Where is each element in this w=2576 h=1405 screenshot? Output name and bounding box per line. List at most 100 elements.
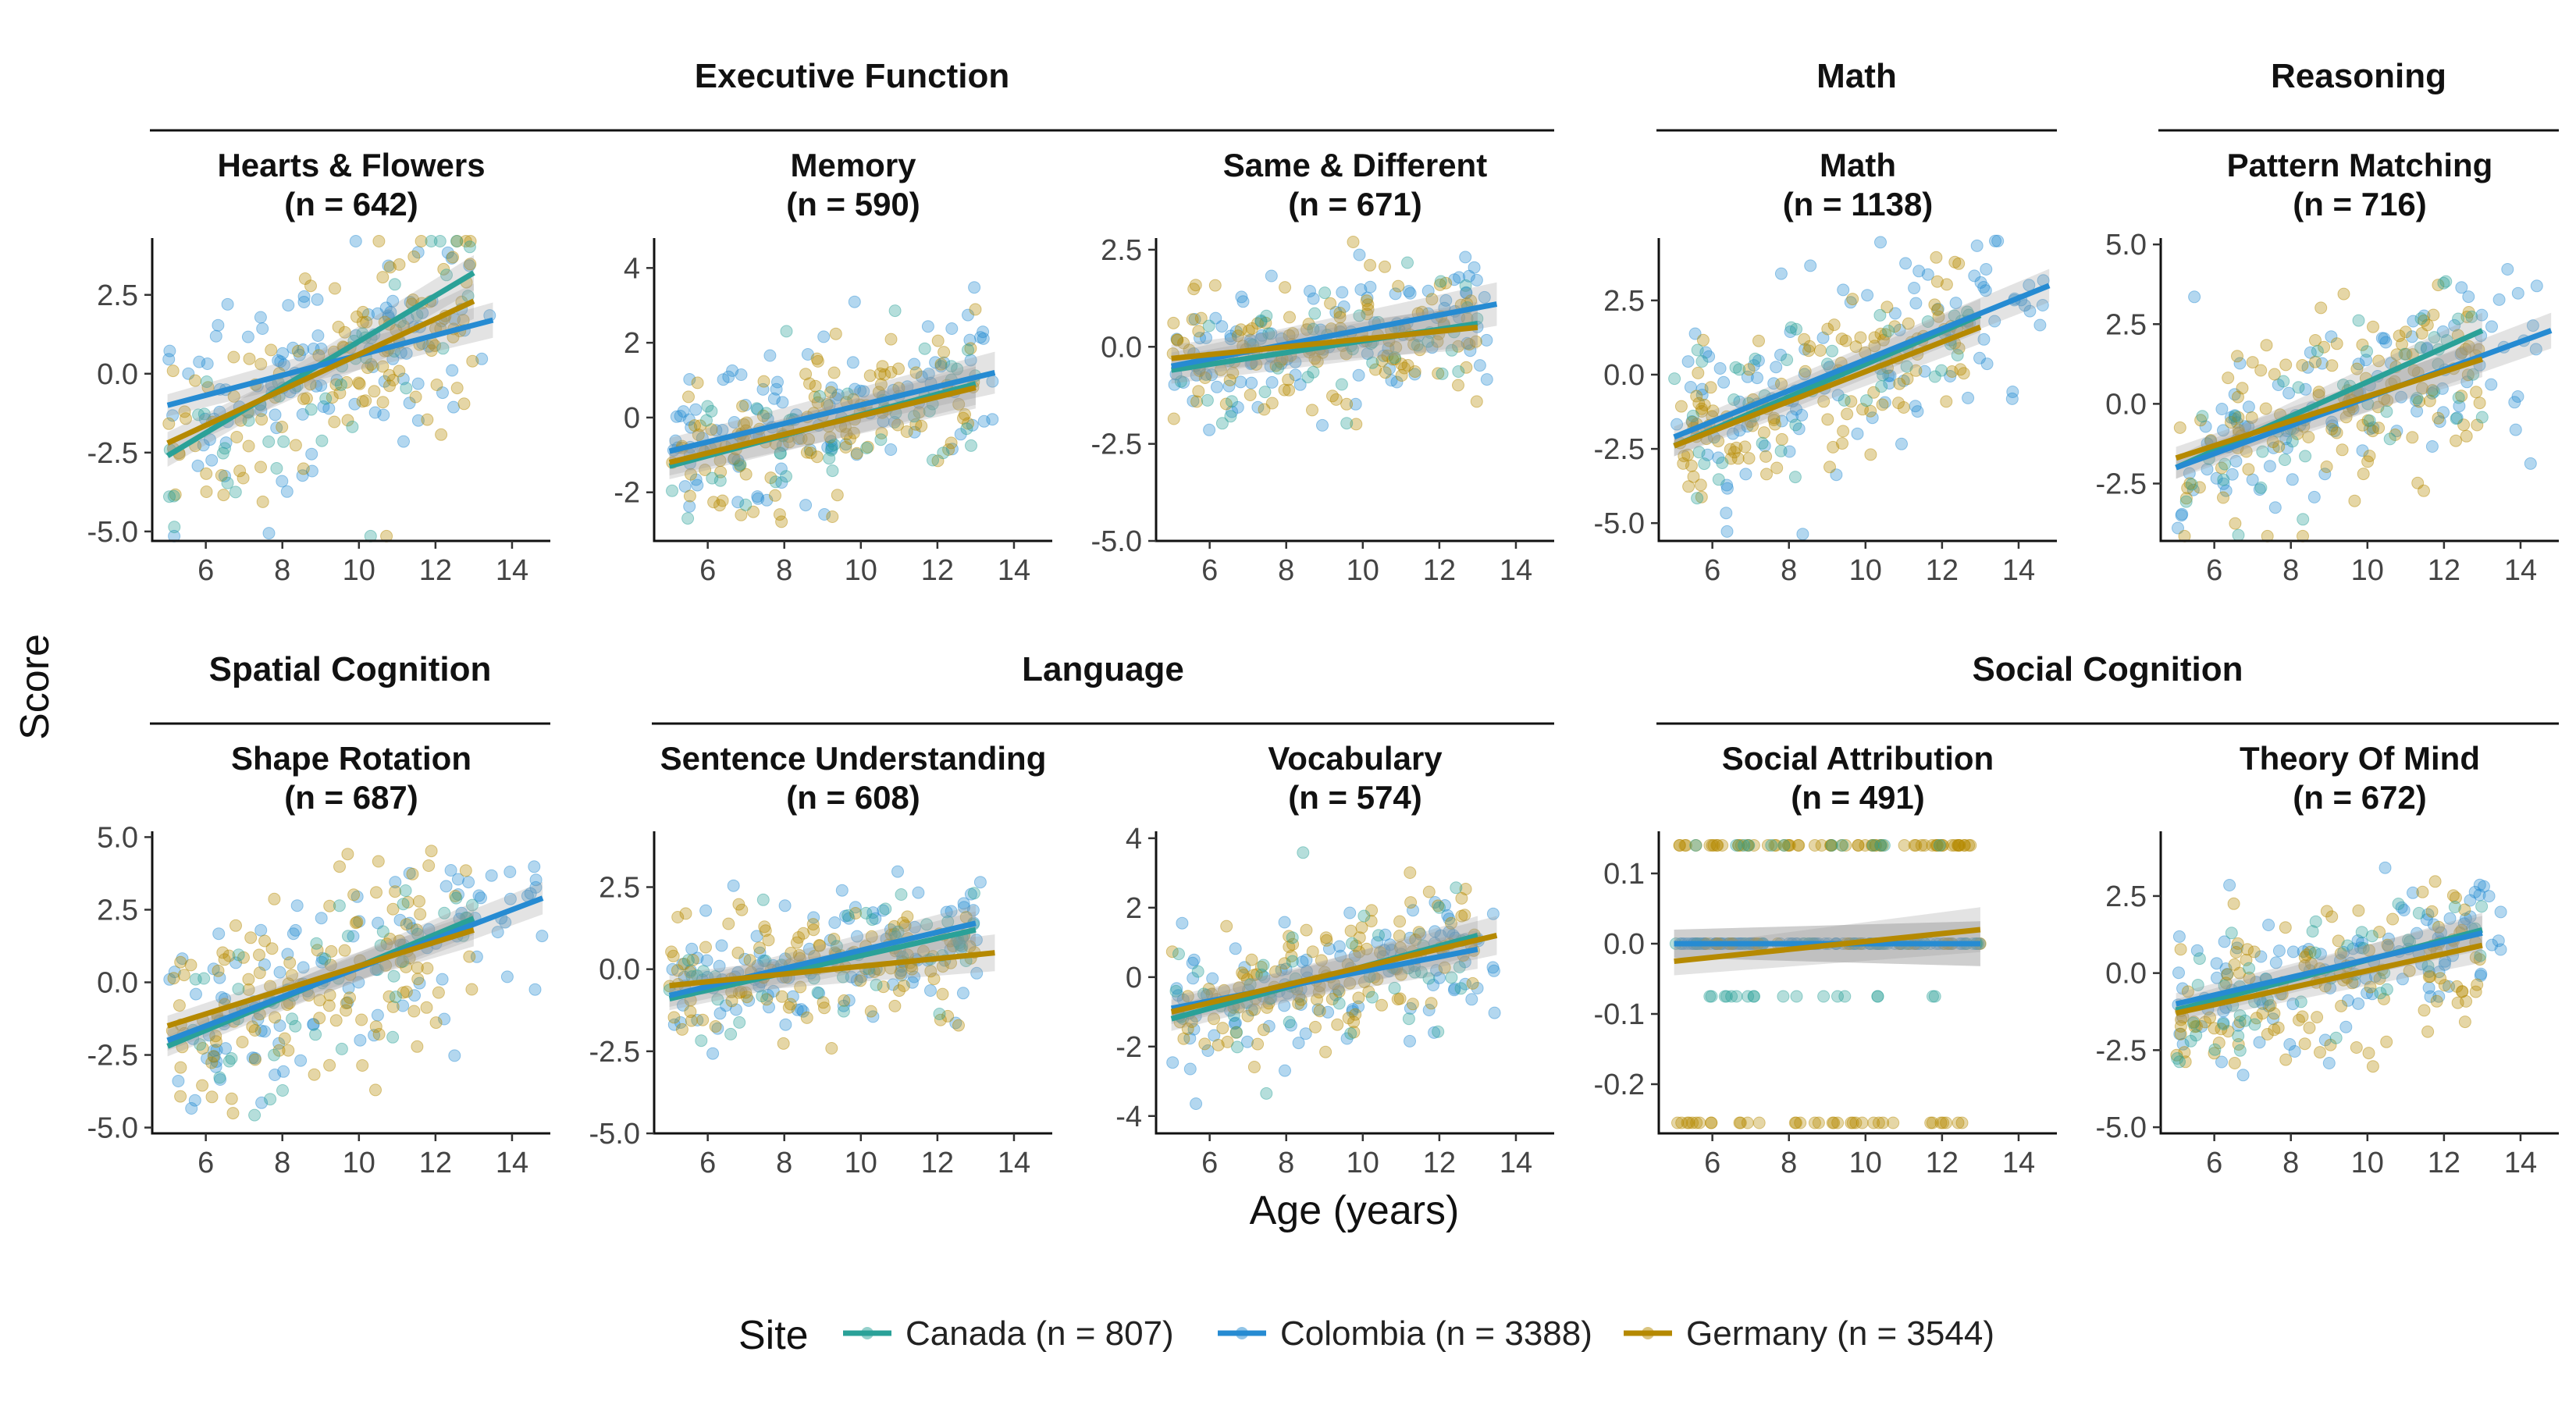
point-canada [2363,414,2376,427]
point-germany [329,378,343,391]
point-colombia [1488,1006,1501,1019]
point-germany [826,510,839,523]
point-canada [463,240,476,254]
point-colombia [842,994,856,1007]
point-canada [1340,417,1354,430]
point-colombia [750,930,763,943]
point-colombia [1989,234,2001,247]
point-germany [1877,333,1890,347]
point-canada [2448,901,2461,913]
point-germany [1425,293,1439,306]
point-germany [383,379,396,393]
point-colombia [728,416,741,429]
point-germany [2245,411,2258,424]
point-colombia [330,374,343,386]
point-canada [879,902,892,916]
point-germany [2309,334,2322,347]
point-canada [733,1016,746,1029]
point-colombia [289,923,302,937]
point-canada [168,521,181,534]
point-canada [2190,1029,2203,1042]
point-germany [297,393,310,405]
point-colombia [1851,427,1864,440]
point-colombia [1278,916,1291,929]
point-germany [2460,994,2473,1008]
point-germany [1398,361,1411,375]
point-colombia [778,899,792,912]
point-germany [407,293,420,306]
point-colombia [835,884,849,897]
point-germany [328,415,341,429]
point-germany [2470,386,2483,399]
point-colombia [689,473,703,486]
point-germany [432,986,445,999]
panel-title: Memory [790,147,916,183]
point-colombia [1695,389,1709,401]
point-colombia [2329,425,2341,437]
point-colombia [2360,354,2372,367]
point-germany [735,903,749,916]
point-colombia [273,966,286,979]
point-germany [1192,385,1205,398]
y-tick-label: 0.0 [599,954,640,987]
point-germany [2455,389,2468,403]
point-colombia [1897,374,1910,387]
point-germany [1262,997,1276,1010]
point-colombia [851,930,863,943]
point-germany [1821,322,1834,336]
point-colombia [1739,468,1752,481]
point-colombia [974,331,987,344]
point-germany [1177,1032,1190,1045]
point-colombia [397,372,410,386]
point-colombia [945,322,959,335]
point-colombia [1349,397,1362,411]
point-colombia [2210,471,2223,485]
point-canada [1774,444,1788,457]
y-tick-label: -2.5 [589,1036,640,1069]
x-tick-label: 8 [274,1147,290,1179]
x-tick-label: 8 [1781,554,1797,587]
point-germany [1930,839,1943,852]
point-colombia [2355,936,2368,949]
point-colombia [2421,908,2435,921]
point-germany [356,316,369,329]
x-tick-label: 8 [2282,1147,2299,1179]
point-germany [1332,985,1346,998]
point-colombia [382,259,395,272]
y-tick-label: 0 [1126,962,1142,994]
y-tick-label: 0 [624,402,640,435]
point-germany [2399,325,2412,339]
point-canada [895,888,908,901]
point-germany [1695,490,1708,503]
point-colombia [2262,1000,2275,1013]
point-germany [2413,395,2425,408]
point-germany [1379,260,1391,273]
point-canada [270,462,283,475]
point-germany [2246,356,2259,369]
point-colombia [1486,961,1500,974]
point-germany [1306,945,1319,959]
point-colombia [472,889,486,902]
point-germany [1331,1018,1344,1031]
point-germany [1186,313,1199,326]
point-germany [1937,1116,1950,1129]
point-colombia [248,1051,262,1065]
point-germany [425,845,438,858]
point-colombia [1988,315,2001,328]
point-germany [2396,338,2408,350]
point-colombia [2242,400,2255,414]
point-germany [1940,1116,1953,1129]
point-germany [1802,344,1815,357]
point-colombia [2407,886,2419,899]
point-colombia [2325,415,2339,429]
point-germany [2424,970,2437,983]
point-canada [1790,990,1803,1003]
point-colombia [2379,861,2392,874]
point-germany [946,940,959,952]
point-colombia [977,325,990,339]
point-germany [797,927,810,940]
fit-line-canada [668,927,977,1001]
panel-n: (n = 608) [786,779,920,816]
point-canada [248,1108,262,1122]
panel-n: (n = 687) [284,779,418,816]
